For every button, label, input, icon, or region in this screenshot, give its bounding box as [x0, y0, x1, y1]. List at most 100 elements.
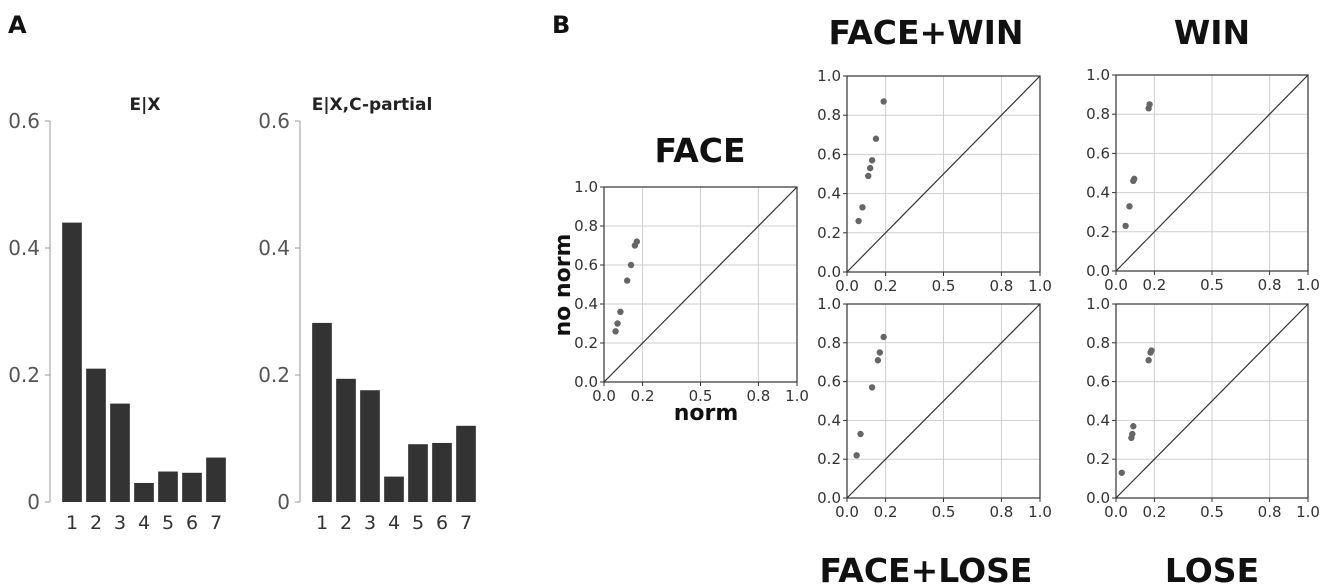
bar2-ytick-label: 0.6	[258, 109, 290, 133]
bar2-bar	[336, 378, 356, 502]
scatter-win-ytick-label: 0.0	[1086, 262, 1110, 280]
scatter-face-lose-ytick-label: 0.2	[817, 450, 841, 468]
bar1-xtick-label: 6	[186, 512, 198, 534]
scatter-face-ytick-label: 0.2	[574, 334, 598, 352]
scatter-face-ytick-label: 0.8	[574, 217, 598, 235]
scatter-lose-diagonal	[1115, 303, 1309, 499]
scatter-face-point	[627, 261, 635, 269]
scatter-win-xtick-label: 0.2	[1142, 276, 1166, 294]
scatter-face-lose-ytick-label: 0.6	[817, 373, 841, 391]
scatter-win-ytick-label: 0.2	[1086, 223, 1110, 241]
scatter-face-win-xtick-label: 0.0	[835, 277, 859, 295]
scatter-face-win-point	[868, 157, 876, 164]
bar2-xtick-label: 5	[412, 512, 424, 534]
scatter-face-xtick-label: 0.0	[592, 387, 616, 405]
bar2-bar	[408, 444, 428, 502]
scatter-face-ytick-label: 0.4	[574, 295, 598, 313]
scatter-win-xtick-label: 1.0	[1296, 276, 1320, 294]
scatter-win-point	[1126, 203, 1133, 210]
bar1-bar	[62, 222, 82, 502]
bar2-xtick-label: 4	[388, 512, 400, 534]
scatter-face-win-xtick-label: 0.8	[989, 277, 1013, 295]
scatter-face-win-ytick-label: 0.6	[817, 145, 841, 163]
scatter-face-lose-xtick-label: 1.0	[1028, 503, 1052, 521]
bar2-ytick-label: 0	[277, 490, 290, 514]
bar2-bar	[384, 476, 404, 502]
scatter-face-ytick-label: 0.6	[574, 256, 598, 274]
scatter-face-win-xtick-label: 1.0	[1028, 277, 1052, 295]
bar1-ytick-label: 0	[27, 490, 40, 514]
scatter-lose-point	[1130, 423, 1137, 430]
bar2-xtick-label: 1	[316, 512, 328, 534]
scatter-face-lose-ytick-label: 0.8	[817, 334, 841, 352]
scatter-lose-point	[1145, 357, 1152, 364]
scatter-win-xtick-label: 0.0	[1104, 276, 1128, 294]
scatter-lose-ytick-label: 0.8	[1086, 334, 1110, 352]
bar1-xtick-label: 5	[162, 512, 174, 534]
scatter-face-win-ytick-label: 0.2	[817, 224, 841, 242]
bar2-bar	[456, 425, 476, 502]
scatter-face-win-point	[865, 172, 872, 180]
bar2-ytick-label: 0.4	[258, 236, 290, 260]
bar2-bar	[432, 442, 452, 502]
scatter-lose-point	[1129, 430, 1136, 438]
bar1-ytick-label: 0.4	[8, 236, 40, 260]
scatter-face-win-ytick-label: 0.0	[817, 263, 841, 281]
scatter-win-point	[1122, 222, 1129, 230]
bar1-bar	[134, 482, 154, 502]
charts-layer: 00.20.40.61 2 3 4 5 6 7E|X00.20.40.61 2 3 4 5 6 7E|X…	[8, 13, 1320, 584]
scatter-face-ytick-label: 1.0	[574, 178, 598, 196]
scatter-face-ytick-label: 0.0	[574, 373, 598, 391]
scatter-face-diagonal	[603, 186, 798, 383]
scatter-face-lose-point	[853, 452, 860, 459]
scatter-lose-title: LOSE	[1165, 551, 1259, 584]
bar2-xtick-label: 2	[340, 512, 352, 534]
bar2-bar	[360, 390, 380, 502]
bar1-bar	[182, 472, 202, 502]
scatter-win-xtick-label: 0.5	[1200, 276, 1224, 294]
scatter-face-lose-point	[880, 333, 887, 341]
bar1-xtick-label: 2	[90, 512, 102, 534]
bar2-xtick-label: 6	[436, 512, 448, 534]
scatter-face-xtick-label: 0.2	[631, 387, 655, 405]
scatter-face-win-xtick-label: 0.5	[932, 277, 956, 295]
scatter-lose-xtick-label: 0.0	[1104, 503, 1128, 521]
scatter-lose-point	[1118, 469, 1125, 476]
scatter-win-point	[1131, 175, 1138, 183]
scatter-win-title: WIN	[1174, 13, 1250, 52]
scatter-lose-ytick-label: 0.4	[1086, 411, 1110, 429]
bar2-title: E|X,C-partial	[312, 95, 433, 115]
scatter-face-lose-xtick-label: 0.2	[874, 503, 898, 521]
scatter-face-xlabel: norm	[674, 401, 739, 426]
scatter-face-lose-title: FACE+LOSE	[820, 551, 1033, 584]
scatter-face-win-point	[855, 217, 862, 225]
bar1-bar	[110, 403, 130, 502]
scatter-face-win-point	[880, 98, 887, 105]
scatter-lose-ytick-label: 0.0	[1086, 489, 1110, 507]
scatter-win-ytick-label: 0.4	[1086, 184, 1110, 202]
scatter-win-xtick-label: 0.8	[1258, 276, 1282, 294]
scatter-face-lose-xtick-label: 0.0	[835, 503, 859, 521]
bar1-bar	[86, 368, 106, 502]
scatter-face-point	[614, 320, 621, 327]
bar2-ytick-label: 0.2	[258, 363, 290, 387]
scatter-lose-xtick-label: 0.8	[1258, 503, 1282, 521]
scatter-lose-point	[1148, 347, 1155, 354]
scatter-lose-xtick-label: 0.2	[1142, 503, 1166, 521]
scatter-face-point	[612, 328, 619, 335]
scatter-face-lose-xtick-label: 0.5	[932, 503, 956, 521]
scatter-face-xtick-label: 1.0	[785, 387, 809, 405]
scatter-lose-xtick-label: 0.5	[1200, 503, 1224, 521]
scatter-face-point	[617, 308, 624, 315]
scatter-face-lose-ytick-label: 0.4	[817, 411, 841, 429]
bar1-xtick-label: 7	[210, 512, 222, 534]
panel-label-b: B	[552, 11, 570, 39]
scatter-face-point	[633, 238, 641, 245]
scatter-face-lose-diagonal	[846, 303, 1041, 499]
bar1-xtick-label: 3	[114, 512, 126, 534]
panel-label-a: A	[8, 11, 27, 39]
scatter-face-xtick-label: 0.5	[689, 387, 713, 405]
scatter-lose-ytick-label: 0.2	[1086, 450, 1110, 468]
scatter-win-ytick-label: 0.6	[1086, 144, 1110, 162]
